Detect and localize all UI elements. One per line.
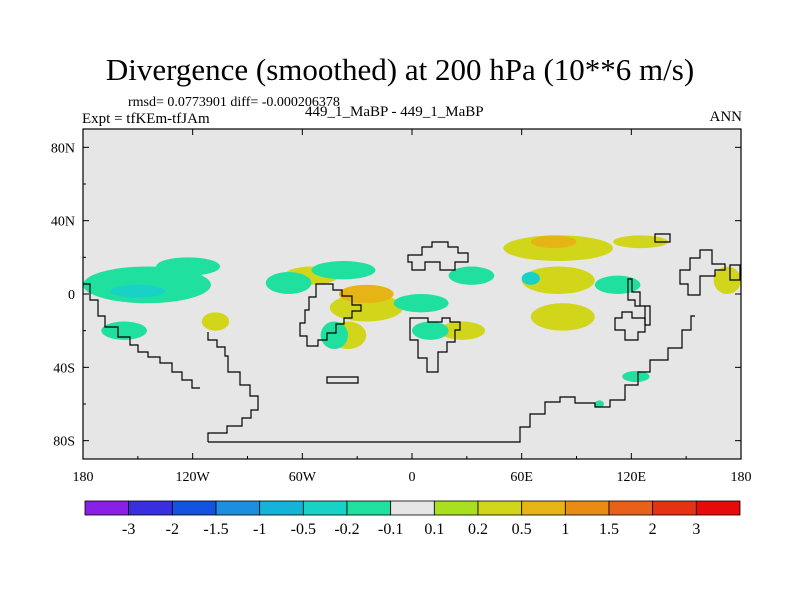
contour-region-pos-0	[201, 312, 230, 331]
coastline-maritime-continent	[627, 278, 651, 326]
x-tick-label: 60E	[510, 470, 533, 485]
colorbar-label: -1	[253, 521, 266, 538]
colorbar-label: -1.5	[203, 521, 228, 538]
coastline-australia	[614, 311, 646, 341]
coastlines	[83, 233, 741, 443]
contour-region-pos-8	[521, 266, 595, 294]
colorbar-label: 3	[692, 521, 700, 538]
contour-region-neg-19	[412, 321, 449, 340]
colorbar-swatch	[128, 500, 173, 516]
colorbar-swatch	[652, 500, 697, 516]
contour-region-neg-14	[156, 257, 221, 276]
contour-region-pos-3	[338, 284, 394, 304]
contour-region-pos-10	[613, 235, 668, 249]
experiment-label: Expt = tfKEm-tfJAm	[82, 111, 210, 127]
coastline-antarctic-peninsula	[326, 376, 359, 384]
contour-region-neg-20	[448, 266, 495, 285]
colorbar-swatch	[84, 500, 130, 516]
contour-region-pos-5	[439, 321, 486, 340]
axis-ticks	[82, 129, 742, 459]
case-label: 449_1_MaBP - 449_1_MaBP	[305, 104, 484, 120]
colorbar-label: -0.1	[378, 521, 403, 538]
colorbar-label: 0.2	[468, 521, 488, 538]
contour-region-neg-15	[265, 272, 312, 294]
colorbar-swatch	[215, 500, 261, 516]
x-tick-label: 180	[73, 470, 94, 485]
colorbar-swatch	[302, 500, 348, 516]
colorbar-swatch	[171, 500, 217, 516]
contour-region-neg-17	[320, 321, 349, 349]
contour-region-neg-25	[594, 400, 604, 408]
contour-region-neg-22	[594, 275, 641, 295]
colorbar-swatch	[521, 500, 566, 516]
y-tick-label: 80N	[51, 141, 75, 156]
coastline-antarctica	[207, 315, 695, 443]
y-tick-labels: 80N 40N 0 40S 80S	[51, 141, 75, 449]
coastline-africa-europe	[407, 241, 469, 271]
colorbar-swatch	[477, 500, 523, 516]
colorbar: -3 -2 -1.5 -1 -0.5 -0.2 -0.1 0.1 0.2 0.5 1 1.5 2 3	[84, 500, 741, 538]
x-tick-label: 120W	[176, 470, 211, 485]
colorbar-label: -2	[166, 521, 179, 538]
colorbar-label: 0.5	[512, 521, 532, 538]
y-tick-label: 40N	[51, 215, 75, 230]
contour-region-pos-7	[530, 235, 577, 249]
x-tick-label: 180	[731, 470, 752, 485]
x-tick-label: 60W	[289, 470, 317, 485]
colorbar-label: 1.5	[599, 521, 619, 538]
colorbar-label: 2	[649, 521, 657, 538]
colorbar-swatch	[564, 500, 610, 516]
coastline-asia	[654, 233, 726, 296]
colorbar-label: -0.2	[334, 521, 359, 538]
contour-region-neg-16	[311, 261, 376, 280]
colorbar-swatch	[695, 500, 741, 516]
colorbar-swatch	[259, 500, 304, 516]
contour-region-neg-18	[101, 321, 147, 340]
season-label: ANN	[709, 109, 743, 125]
colorbar-swatch	[346, 500, 392, 516]
colorbar-swatch	[608, 500, 654, 516]
colorbar-label: 1	[561, 521, 569, 538]
contour-regions	[83, 235, 742, 408]
x-tick-label: 120E	[617, 470, 647, 485]
contour-region-neg-13	[110, 284, 166, 298]
y-tick-label: 0	[68, 288, 75, 303]
contour-region-pos-2	[329, 294, 403, 322]
colorbar-swatch	[390, 500, 435, 516]
contour-region-neg-21	[393, 294, 449, 313]
x-tick-labels: 180 120W 60W 0 60E 120E 180	[73, 470, 752, 485]
contour-region-pos-11	[713, 266, 742, 294]
coastline-south-america	[299, 283, 362, 347]
colorbar-label: -0.5	[291, 521, 316, 538]
coastline-east-pacific	[729, 264, 741, 281]
y-tick-label: 80S	[53, 435, 75, 450]
colorbar-swatch	[433, 500, 479, 516]
coastline-africa	[409, 317, 461, 373]
contour-region-pos-6	[503, 235, 614, 261]
contour-region-neg-24	[622, 371, 650, 382]
colorbar-label: 0.1	[424, 521, 444, 538]
stats-text: rmsd= 0.0773901 diff= -0.000206378	[128, 95, 340, 110]
x-tick-label: 0	[409, 470, 416, 485]
contour-region-pos-9	[530, 303, 595, 331]
coastline-west-coast	[83, 283, 200, 389]
contour-region-neg-23	[521, 272, 540, 285]
y-tick-label: 40S	[53, 361, 75, 376]
chart-title: Divergence (smoothed) at 200 hPa (10**6 …	[105, 52, 695, 87]
colorbar-label: -3	[122, 521, 135, 538]
